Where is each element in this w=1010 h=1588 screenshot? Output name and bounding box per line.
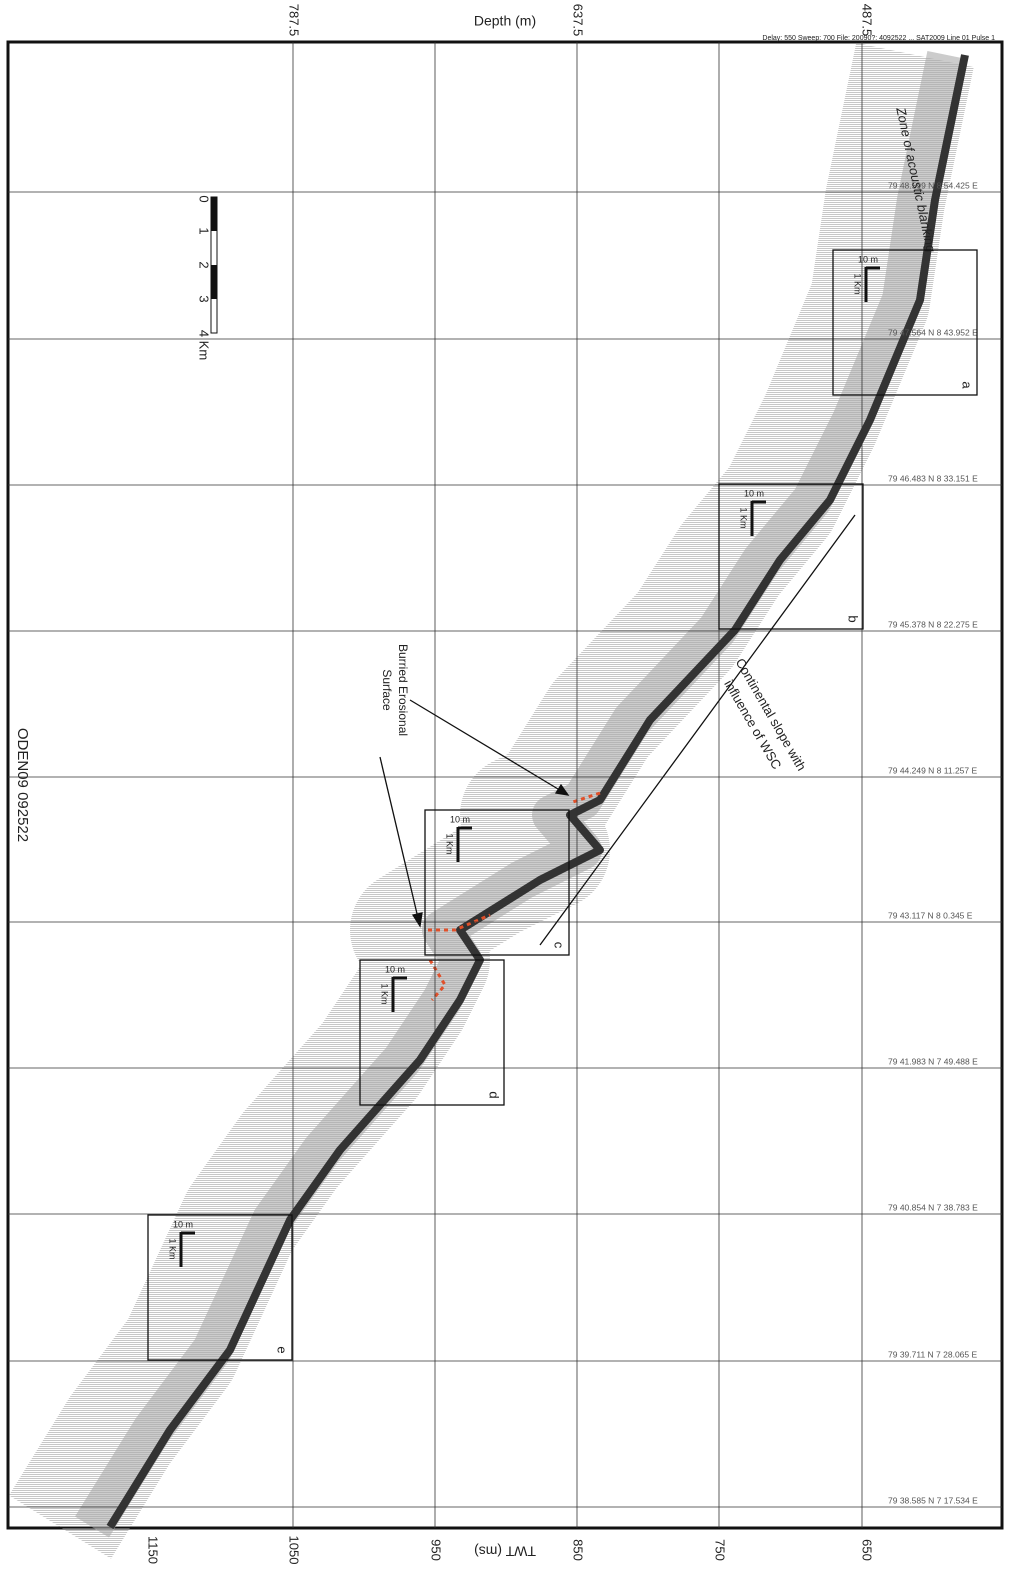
coordinate-label: 79 40.854 N 7 38.783 E xyxy=(888,1202,978,1212)
twt-title: TWT (ms) xyxy=(474,1543,536,1559)
file-info: Delay: 550 Sweep: 700 File: 20090?: 4092… xyxy=(762,35,995,42)
scale-bar: 0 1 2 3 4 Km xyxy=(197,195,217,360)
coordinate-label: 79 41.983 N 7 49.488 E xyxy=(888,1056,978,1066)
annotation: Surface xyxy=(380,669,394,711)
box-label: b xyxy=(846,615,861,622)
depth-tick: 487.5 xyxy=(860,4,875,37)
twt-tick: 1150 xyxy=(146,1536,161,1564)
scale-text: 1 Km xyxy=(739,507,749,528)
box-label: a xyxy=(960,381,975,389)
scale-text: 1 Km xyxy=(853,273,863,294)
coordinate-label: 79 39.711 N 7 28.065 E xyxy=(888,1349,977,1359)
scale-text: 10 m xyxy=(385,964,405,974)
profile-id: ODEN09 092522 xyxy=(14,728,31,842)
annotation: Burried Erosional xyxy=(396,644,410,736)
scale-label: 2 xyxy=(197,261,212,268)
seismic-figure: 79 48.599 N 8 54.425 E 79 47.564 N 8 43.9… xyxy=(0,0,1010,1583)
scale-bar-segment xyxy=(211,265,217,299)
twt-tick: 850 xyxy=(571,1539,586,1561)
scale-label: 1 xyxy=(197,227,212,234)
coordinate-label: 79 46.483 N 8 33.151 E xyxy=(888,473,978,483)
box-label: d xyxy=(487,1091,502,1098)
box-label: c xyxy=(552,942,567,949)
twt-tick: 950 xyxy=(429,1539,444,1561)
scale-text: 1 Km xyxy=(445,833,455,854)
twt-tick: 650 xyxy=(860,1539,875,1561)
acoustic-spread xyxy=(60,55,915,1527)
scale-text: 10 m xyxy=(744,488,764,498)
box-label: e xyxy=(275,1346,290,1353)
scale-label: 4 Km xyxy=(197,330,212,360)
scale-text: 1 Km xyxy=(168,1238,178,1259)
scale-label: 3 xyxy=(197,295,212,302)
coordinate-label: 79 44.249 N 8 11.257 E xyxy=(888,765,977,775)
depth-tick: 637.5 xyxy=(571,4,586,37)
scale-text: 10 m xyxy=(450,814,470,824)
scale-text: 10 m xyxy=(858,254,878,264)
coordinate-label: 79 48.599 N 8 54.425 E xyxy=(888,180,978,190)
depth-title: Depth (m) xyxy=(474,13,536,29)
coordinate-label: 79 43.117 N 8 0.345 E xyxy=(888,910,973,920)
coordinate-label: 79 47.564 N 8 43.952 E xyxy=(888,327,978,337)
coordinate-label: 79 38.585 N 7 17.534 E xyxy=(888,1495,978,1505)
twt-tick: 1050 xyxy=(287,1536,302,1565)
scale-text: 1 Km xyxy=(380,983,390,1004)
scale-label: 0 xyxy=(197,195,212,202)
scale-text: 10 m xyxy=(173,1219,193,1229)
twt-tick: 750 xyxy=(713,1539,728,1561)
depth-tick: 787.5 xyxy=(287,4,302,37)
coordinate-label: 79 45.378 N 8 22.275 E xyxy=(888,619,978,629)
